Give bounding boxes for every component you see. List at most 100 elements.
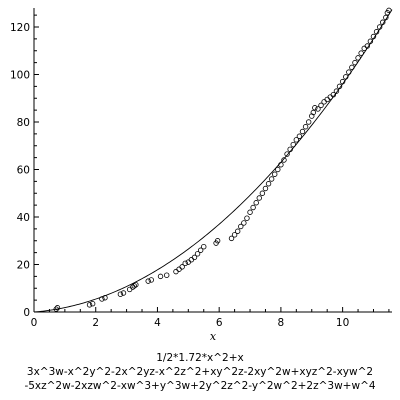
- data-point: [86, 302, 93, 308]
- data-point: [376, 24, 383, 30]
- data-point: [191, 254, 198, 261]
- data-point: [324, 96, 330, 103]
- data-point: [358, 50, 364, 56]
- data-point: [214, 238, 221, 244]
- data-point: [321, 99, 327, 105]
- data-point: [364, 43, 371, 49]
- data-point: [305, 119, 312, 125]
- data-point: [272, 171, 278, 177]
- data-point: [117, 291, 124, 297]
- axes: [33, 8, 392, 313]
- data-point: [53, 306, 59, 312]
- y-tick-label: 0: [23, 307, 30, 319]
- data-point: [265, 181, 272, 187]
- data-point: [281, 157, 287, 163]
- data-point: [145, 278, 151, 284]
- data-point: [89, 300, 96, 307]
- data-point: [315, 106, 321, 112]
- x-tick-label: 2: [92, 317, 99, 329]
- x-tick-label: 0: [31, 317, 38, 329]
- data-point: [173, 268, 179, 275]
- data-points: [53, 7, 392, 312]
- data-point: [164, 272, 170, 278]
- data-point: [370, 33, 377, 40]
- data-point: [330, 91, 337, 98]
- data-point: [54, 305, 61, 311]
- data-point: [380, 19, 386, 25]
- data-point: [310, 109, 317, 116]
- data-point: [253, 200, 259, 206]
- data-point: [188, 257, 195, 263]
- caption-polynomial-line-2: -5xz^2w-2xzw^2-xw^3+y^3w+2y^2z^2-y^2w^2+…: [24, 380, 376, 392]
- data-point: [287, 146, 293, 153]
- data-point: [179, 264, 185, 270]
- data-point: [383, 14, 389, 21]
- data-point: [312, 105, 318, 111]
- data-point: [228, 235, 235, 242]
- data-point: [302, 124, 309, 130]
- data-point: [176, 266, 182, 272]
- data-point: [194, 251, 201, 257]
- data-point: [241, 220, 247, 226]
- data-point: [318, 102, 324, 109]
- data-point: [256, 195, 262, 201]
- data-point: [367, 38, 374, 44]
- data-point: [386, 7, 392, 14]
- data-point: [333, 88, 340, 94]
- data-point: [262, 185, 269, 192]
- data-point: [259, 190, 266, 196]
- data-point: [182, 260, 188, 267]
- data-point: [250, 204, 256, 211]
- data-point: [327, 94, 333, 100]
- data-point: [309, 113, 315, 119]
- data-point: [126, 286, 133, 293]
- data-point: [296, 133, 303, 139]
- data-point: [102, 295, 108, 301]
- x-tick-label: 10: [336, 317, 349, 329]
- data-point: [299, 128, 306, 135]
- x-axis-label: x: [210, 330, 217, 343]
- data-point: [373, 29, 380, 35]
- data-point: [278, 162, 284, 168]
- data-point: [355, 55, 361, 61]
- data-point: [343, 74, 349, 80]
- x-tick-label: 4: [154, 317, 161, 329]
- tick-marks: [33, 14, 390, 313]
- data-point: [244, 215, 250, 221]
- caption-polynomial-line-1: 3x^3w-x^2y^2-2x^2yz-x^2z^2+xy^2z-2xy^2w+…: [26, 366, 374, 378]
- y-tick-label: 60: [17, 165, 30, 177]
- data-point: [293, 137, 300, 143]
- data-point: [133, 281, 139, 288]
- data-point: [247, 209, 253, 215]
- caption-expression: 1/2*1.72*x^2+x: [156, 352, 244, 364]
- data-point: [336, 83, 343, 90]
- data-point: [197, 247, 204, 253]
- model-curve: [33, 9, 393, 313]
- data-point: [148, 277, 154, 283]
- y-tick-label: 40: [17, 212, 30, 224]
- data-point: [238, 223, 244, 230]
- data-point: [352, 59, 358, 66]
- data-point: [185, 259, 192, 265]
- data-point: [339, 78, 346, 85]
- data-point: [346, 69, 352, 75]
- y-tick-label: 100: [10, 70, 30, 82]
- data-point: [361, 45, 367, 52]
- data-point: [120, 290, 127, 296]
- data-point: [201, 243, 207, 250]
- data-point: [349, 64, 355, 71]
- y-tick-label: 20: [17, 260, 30, 272]
- data-point: [99, 296, 105, 302]
- x-tick-label: 6: [216, 317, 223, 329]
- data-point: [275, 166, 281, 173]
- data-point: [290, 141, 296, 148]
- data-point: [234, 228, 241, 234]
- data-point: [157, 273, 164, 280]
- data-point: [131, 283, 138, 289]
- data-point: [268, 176, 275, 182]
- data-point: [231, 232, 238, 238]
- data-point: [284, 151, 290, 157]
- y-tick-label: 120: [10, 22, 30, 34]
